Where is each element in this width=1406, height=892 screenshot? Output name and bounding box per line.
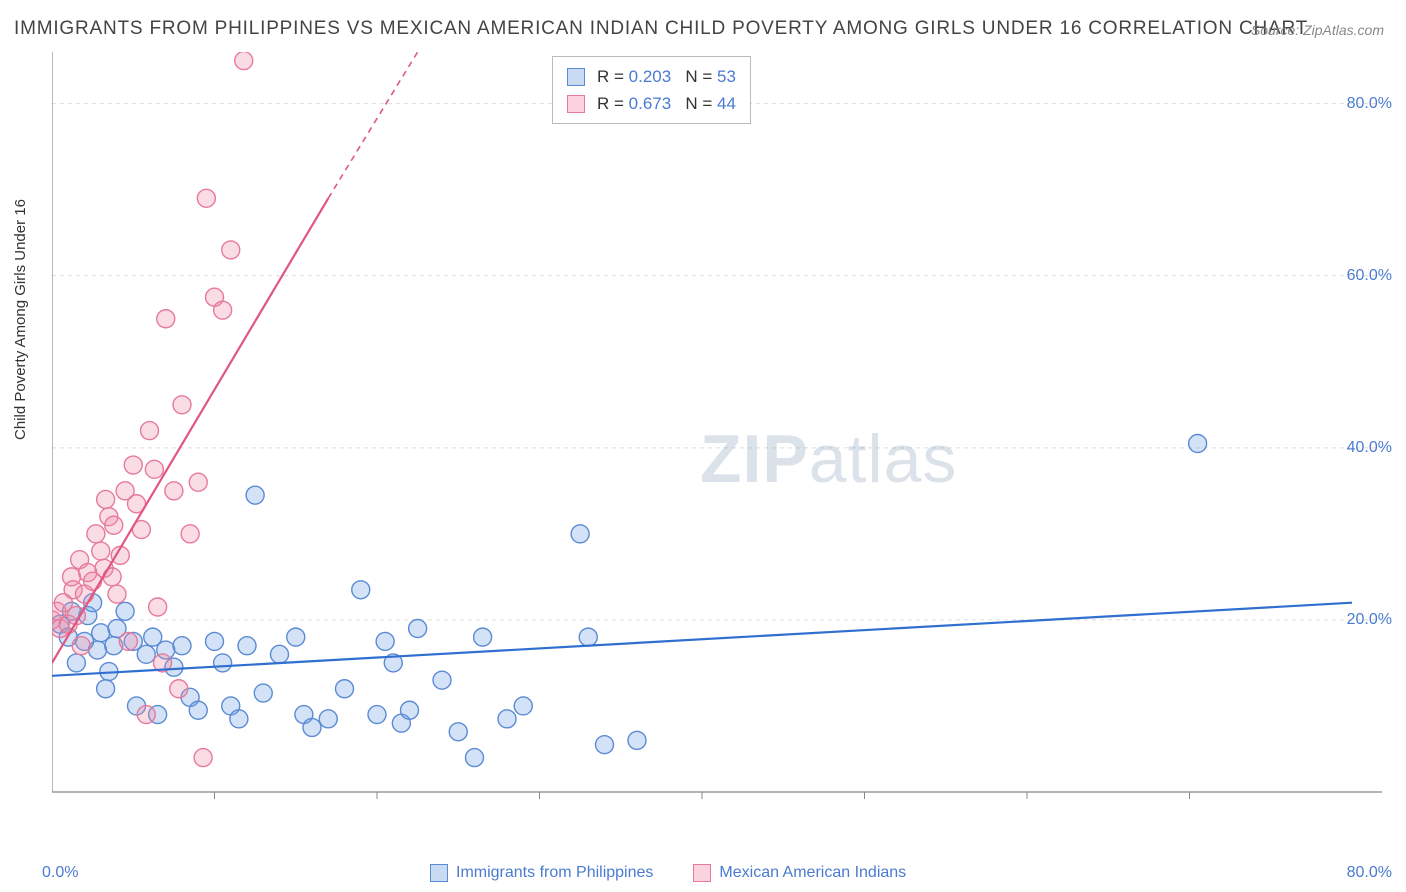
stat-row: R = 0.673 N = 44: [567, 90, 736, 117]
legend-swatch: [430, 864, 448, 882]
legend-swatch: [567, 95, 585, 113]
scatter-plot: [52, 52, 1392, 812]
legend-item: Immigrants from Philippines: [430, 864, 653, 882]
y-tick: 80.0%: [1347, 95, 1392, 113]
chart-title: IMMIGRANTS FROM PHILIPPINES VS MEXICAN A…: [14, 18, 1308, 40]
x-tick-max: 80.0%: [1347, 864, 1392, 882]
legend-swatch: [567, 68, 585, 86]
legend-item: Mexican American Indians: [693, 864, 906, 882]
source-attribution: Source: ZipAtlas.com: [1251, 22, 1384, 38]
source-label: Source:: [1251, 22, 1299, 38]
legend-label: Immigrants from Philippines: [456, 864, 653, 882]
y-tick: 60.0%: [1347, 267, 1392, 285]
stat-text: R = 0.203 N = 53: [597, 63, 736, 90]
y-axis-label: Child Poverty Among Girls Under 16: [12, 199, 29, 440]
y-tick: 20.0%: [1347, 611, 1392, 629]
y-tick: 40.0%: [1347, 439, 1392, 457]
legend-label: Mexican American Indians: [719, 864, 906, 882]
x-tick-min: 0.0%: [42, 864, 78, 882]
legend-bottom: Immigrants from Philippines Mexican Ameri…: [430, 864, 906, 882]
correlation-stat-box: R = 0.203 N = 53R = 0.673 N = 44: [552, 56, 751, 124]
legend-swatch: [693, 864, 711, 882]
stat-text: R = 0.673 N = 44: [597, 90, 736, 117]
source-value: ZipAtlas.com: [1303, 22, 1384, 38]
stat-row: R = 0.203 N = 53: [567, 63, 736, 90]
